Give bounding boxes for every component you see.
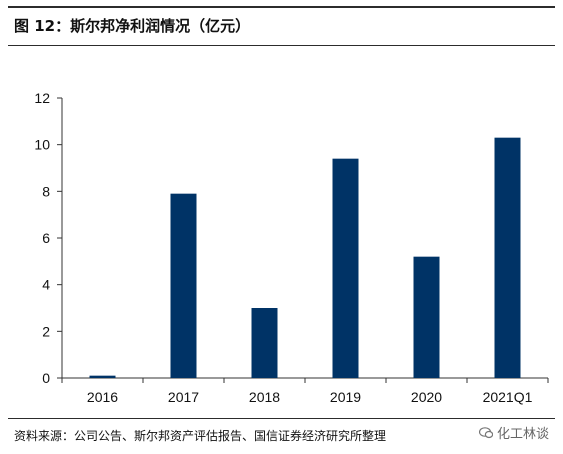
x-tick-label: 2017 bbox=[168, 389, 199, 405]
bar bbox=[413, 256, 440, 378]
x-tick-label: 2020 bbox=[411, 389, 442, 405]
title-top-rule bbox=[8, 6, 555, 8]
chat-bubble-icon bbox=[478, 426, 493, 438]
watermark: 化工林谈 bbox=[478, 423, 549, 442]
y-tick-label: 2 bbox=[42, 323, 50, 339]
bar bbox=[89, 375, 116, 378]
x-tick-label: 2016 bbox=[87, 389, 118, 405]
x-tick-label: 2019 bbox=[330, 389, 361, 405]
figure-title: 图 12：斯尔邦净利润情况（亿元） bbox=[14, 17, 251, 35]
y-tick-label: 10 bbox=[34, 137, 50, 153]
watermark-text: 化工林谈 bbox=[496, 427, 549, 442]
y-tick-label: 8 bbox=[42, 183, 50, 199]
source-rule bbox=[8, 418, 555, 419]
bar bbox=[494, 137, 521, 378]
y-tick-label: 6 bbox=[42, 230, 50, 246]
bar bbox=[251, 308, 278, 378]
title-bar: 图 12：斯尔邦净利润情况（亿元） bbox=[0, 6, 563, 46]
y-tick-label: 0 bbox=[42, 370, 50, 386]
bar bbox=[332, 158, 359, 378]
title-bottom-rule bbox=[8, 45, 555, 46]
y-tick-label: 12 bbox=[34, 90, 50, 106]
bar bbox=[170, 193, 197, 378]
x-tick-label: 2021Q1 bbox=[483, 389, 533, 405]
y-tick-label: 4 bbox=[42, 277, 50, 293]
x-tick-label: 2018 bbox=[249, 389, 280, 405]
source-note: 资料来源：公司公告、斯尔邦资产评估报告、国信证券经济研究所整理 bbox=[14, 429, 387, 443]
